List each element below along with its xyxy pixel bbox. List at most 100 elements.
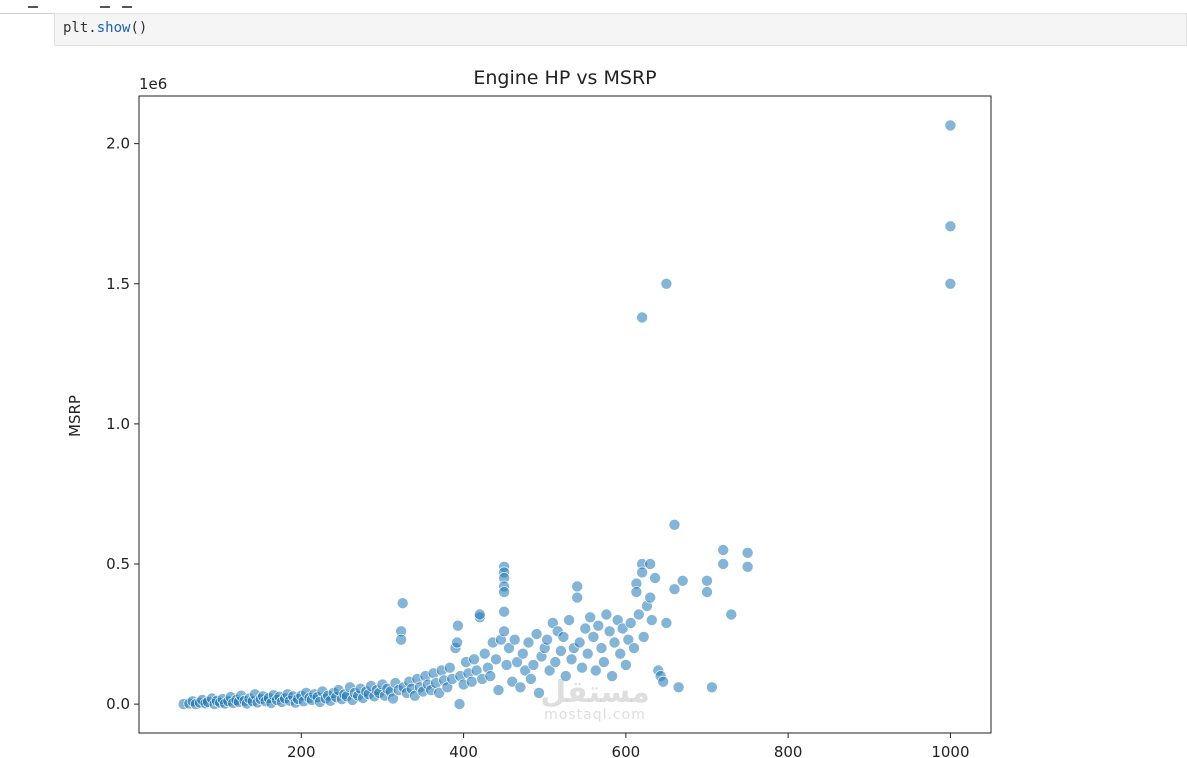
scatter-point [573,636,586,649]
scatter-point [506,675,519,688]
scatter-point [725,608,738,621]
scatter-point [676,574,689,587]
scatter-point [628,642,640,654]
y-offset-label: 1e6 [139,75,167,93]
scatter-point [701,574,713,587]
scatter-point [636,566,648,579]
scatter-point [701,586,713,598]
code-object: plt [63,20,89,36]
scatter-point [706,681,718,694]
scatter-point [519,664,532,677]
code-function: show [96,20,131,36]
scatter-point [645,614,658,626]
scatter-point [571,580,584,593]
scatter-point [644,558,657,570]
y-tick-label: 1.0 [106,415,130,433]
scatter-point [944,277,957,290]
code-line: plt.show() [63,20,147,36]
x-tick-label: 200 [287,743,316,758]
scatter-point [576,661,588,674]
plot-frame [138,95,992,734]
scatter-point [565,653,578,666]
scatter-point [616,622,629,635]
scatter-point [484,670,497,682]
scatter-point [608,636,621,649]
scatter-point [587,631,600,643]
scatter-point [549,656,562,668]
x-tick-label: 400 [449,743,478,758]
scatter-point [490,653,502,666]
axis-ticks: 200 400 600 800 1000 0.0 0.5 1.0 1.5 2.0 [106,135,969,758]
scatter-point [451,636,463,649]
scatter-point [649,572,661,584]
run-icon[interactable] [28,0,38,8]
scatter-point [387,692,399,705]
scatter-point [581,647,594,660]
scatter-point [533,687,545,699]
scatter-point [559,670,572,682]
scatter-point [598,656,610,668]
scatter-point [603,625,616,638]
code-cell[interactable]: plt.show() [54,13,1187,46]
scatter-point [503,642,515,654]
scatter-point [465,675,478,688]
scatter-point [527,659,540,671]
scatter-point [660,277,673,290]
scatter-point [498,625,510,638]
scatter-point [944,220,957,233]
scatter-point [453,698,466,710]
scatter-point [741,560,754,573]
scatter-point [433,687,446,699]
scatter-point [636,311,648,324]
scatter-point [668,518,681,531]
scatter-point [614,647,627,660]
scatter-point [717,558,730,570]
scatter-point [624,617,637,629]
scatter-point [606,670,618,682]
code-dot: . [88,20,97,36]
scatter-point [541,633,553,646]
x-tick-label: 1000 [931,743,969,758]
scatter-point [473,608,486,621]
scatter-point [452,619,464,632]
scatter-point [589,664,602,677]
scatter-point [478,647,491,660]
scatter-point [600,608,613,621]
code-parens: () [130,20,148,36]
scatter-point [595,642,608,654]
scatter-point [470,664,483,677]
scatter-point [579,622,592,635]
scatter-point [516,647,529,660]
y-tick-label: 0.0 [106,695,130,713]
scatter-point [468,653,480,666]
scatter-point [522,636,535,649]
x-tick-label: 800 [774,743,803,758]
scatter-point [396,597,409,610]
scatter-point [395,633,407,646]
scatter-point [543,664,556,677]
scatter-point [530,628,543,640]
scatter-point [944,119,957,132]
scatter-point [498,586,510,598]
scatter-point [555,645,567,657]
chart-title: Engine HP vs MSRP [473,67,656,89]
scatter-point [660,617,673,629]
copy-icon[interactable] [100,0,110,8]
scatter-point [525,673,537,685]
scatter-point [584,611,597,624]
scatter-point [672,681,685,694]
scatter-point [637,631,650,643]
scatter-point [620,659,632,671]
scatter-point [443,661,456,674]
x-tick-label: 600 [612,743,641,758]
y-axis-label: MSRP [66,395,84,437]
scatter-point [622,633,635,646]
scatter-points [177,119,957,710]
scatter-point [644,591,657,604]
y-tick-label: 0.5 [106,555,130,573]
scatter-point [657,675,670,688]
scatter-point [592,619,605,632]
delete-icon[interactable] [122,0,132,8]
scatter-point [514,681,527,694]
